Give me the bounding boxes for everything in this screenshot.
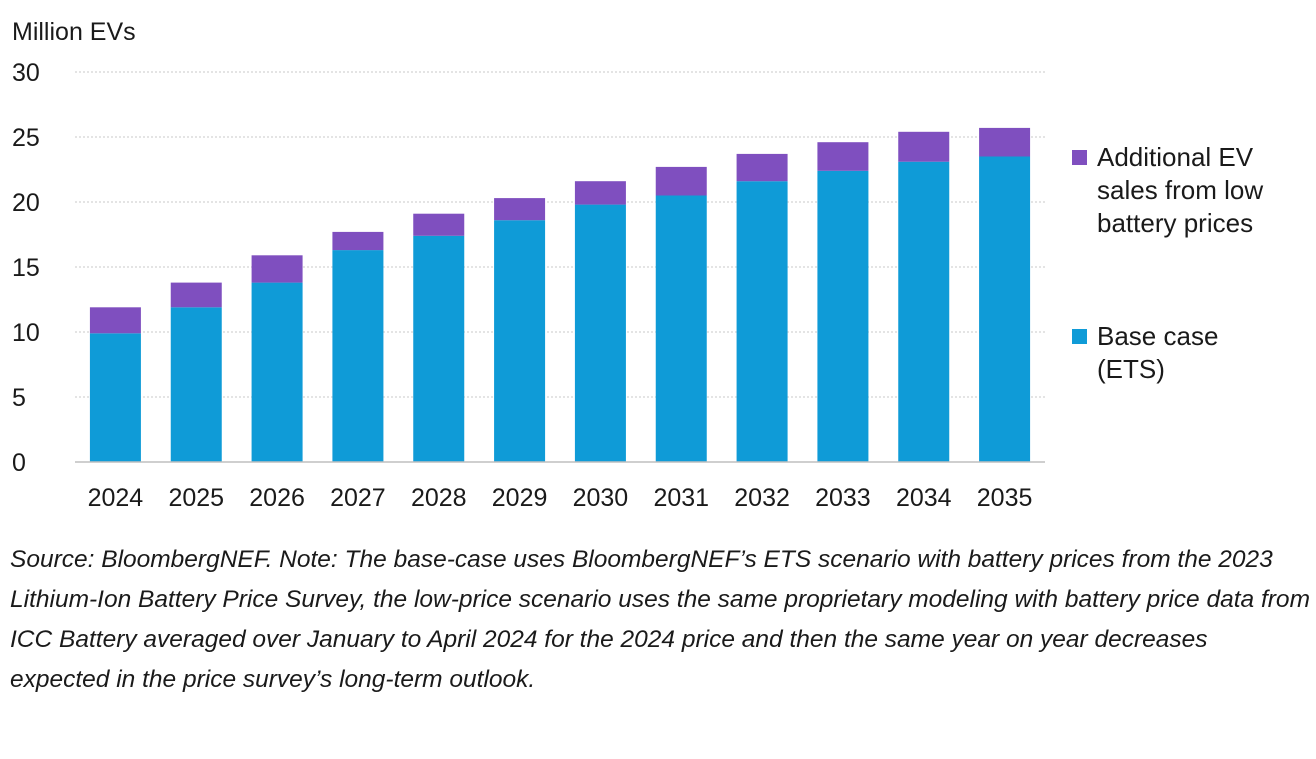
bar-additional: [251, 255, 303, 283]
bar-base-case: [251, 282, 303, 462]
bar-additional: [413, 213, 465, 236]
bar-additional: [817, 142, 869, 171]
x-tick-label: 2029: [492, 484, 548, 512]
bar-additional: [89, 307, 141, 334]
x-tick-label: 2024: [88, 484, 144, 512]
bar-base-case: [170, 307, 222, 462]
bar-base-case: [979, 156, 1031, 462]
x-tick-label: 2034: [896, 484, 952, 512]
y-tick-label: 10: [12, 319, 40, 347]
y-tick-label: 15: [12, 254, 40, 282]
legend-label-base: Base case (ETS): [1097, 321, 1219, 384]
y-axis-title: Million EVs: [12, 18, 136, 46]
y-tick-label: 5: [12, 384, 26, 412]
bar-additional: [170, 282, 222, 308]
x-tick-label: 2035: [977, 484, 1033, 512]
bar-additional: [655, 166, 707, 196]
y-tick-label: 20: [12, 189, 40, 217]
bar-base-case: [332, 250, 384, 462]
x-tick-label: 2033: [815, 484, 871, 512]
legend-swatch-additional: [1072, 150, 1087, 165]
bar-additional: [332, 231, 384, 251]
x-tick-label: 2026: [249, 484, 305, 512]
x-tick-label: 2032: [734, 484, 790, 512]
bar-base-case: [89, 333, 141, 462]
x-tick-label: 2030: [573, 484, 629, 512]
bar-additional: [574, 181, 626, 205]
bar-base-case: [574, 204, 626, 462]
gridlines: [75, 71, 1045, 398]
x-tick-labels: 2024 2025 2026 2027 2028 2029 2030 2031 2032 2033…: [88, 484, 1033, 512]
x-tick-label: 2028: [411, 484, 467, 512]
bar-base-case: [655, 195, 707, 462]
legend-swatch-base: [1072, 329, 1087, 344]
bar-additional: [494, 198, 546, 221]
legend-label-additional: Additional EV sales from low battery pri…: [1097, 142, 1264, 238]
bar-base-case: [736, 181, 788, 462]
source-note: Source: BloombergNEF. Note: The base-cas…: [10, 546, 1310, 693]
x-tick-label: 2027: [330, 484, 386, 512]
bar-base-case: [898, 161, 950, 462]
bar-base-case: [817, 170, 869, 463]
legend-item-additional: Additional EV sales from low battery pri…: [1072, 141, 1297, 240]
y-tick-label: 30: [12, 59, 40, 87]
bar-base-case: [413, 235, 465, 462]
y-tick-labels: 0 5 10 15 20 25 30: [12, 59, 40, 477]
x-tick-label: 2025: [168, 484, 224, 512]
y-tick-label: 25: [12, 124, 40, 152]
y-tick-label: 0: [12, 449, 26, 477]
x-tick-label: 2031: [653, 484, 709, 512]
legend-item-base: Base case (ETS): [1072, 320, 1247, 386]
bars: [89, 127, 1031, 463]
bar-additional: [979, 127, 1031, 157]
bar-additional: [898, 131, 950, 162]
bar-base-case: [494, 220, 546, 462]
bar-additional: [736, 153, 788, 182]
